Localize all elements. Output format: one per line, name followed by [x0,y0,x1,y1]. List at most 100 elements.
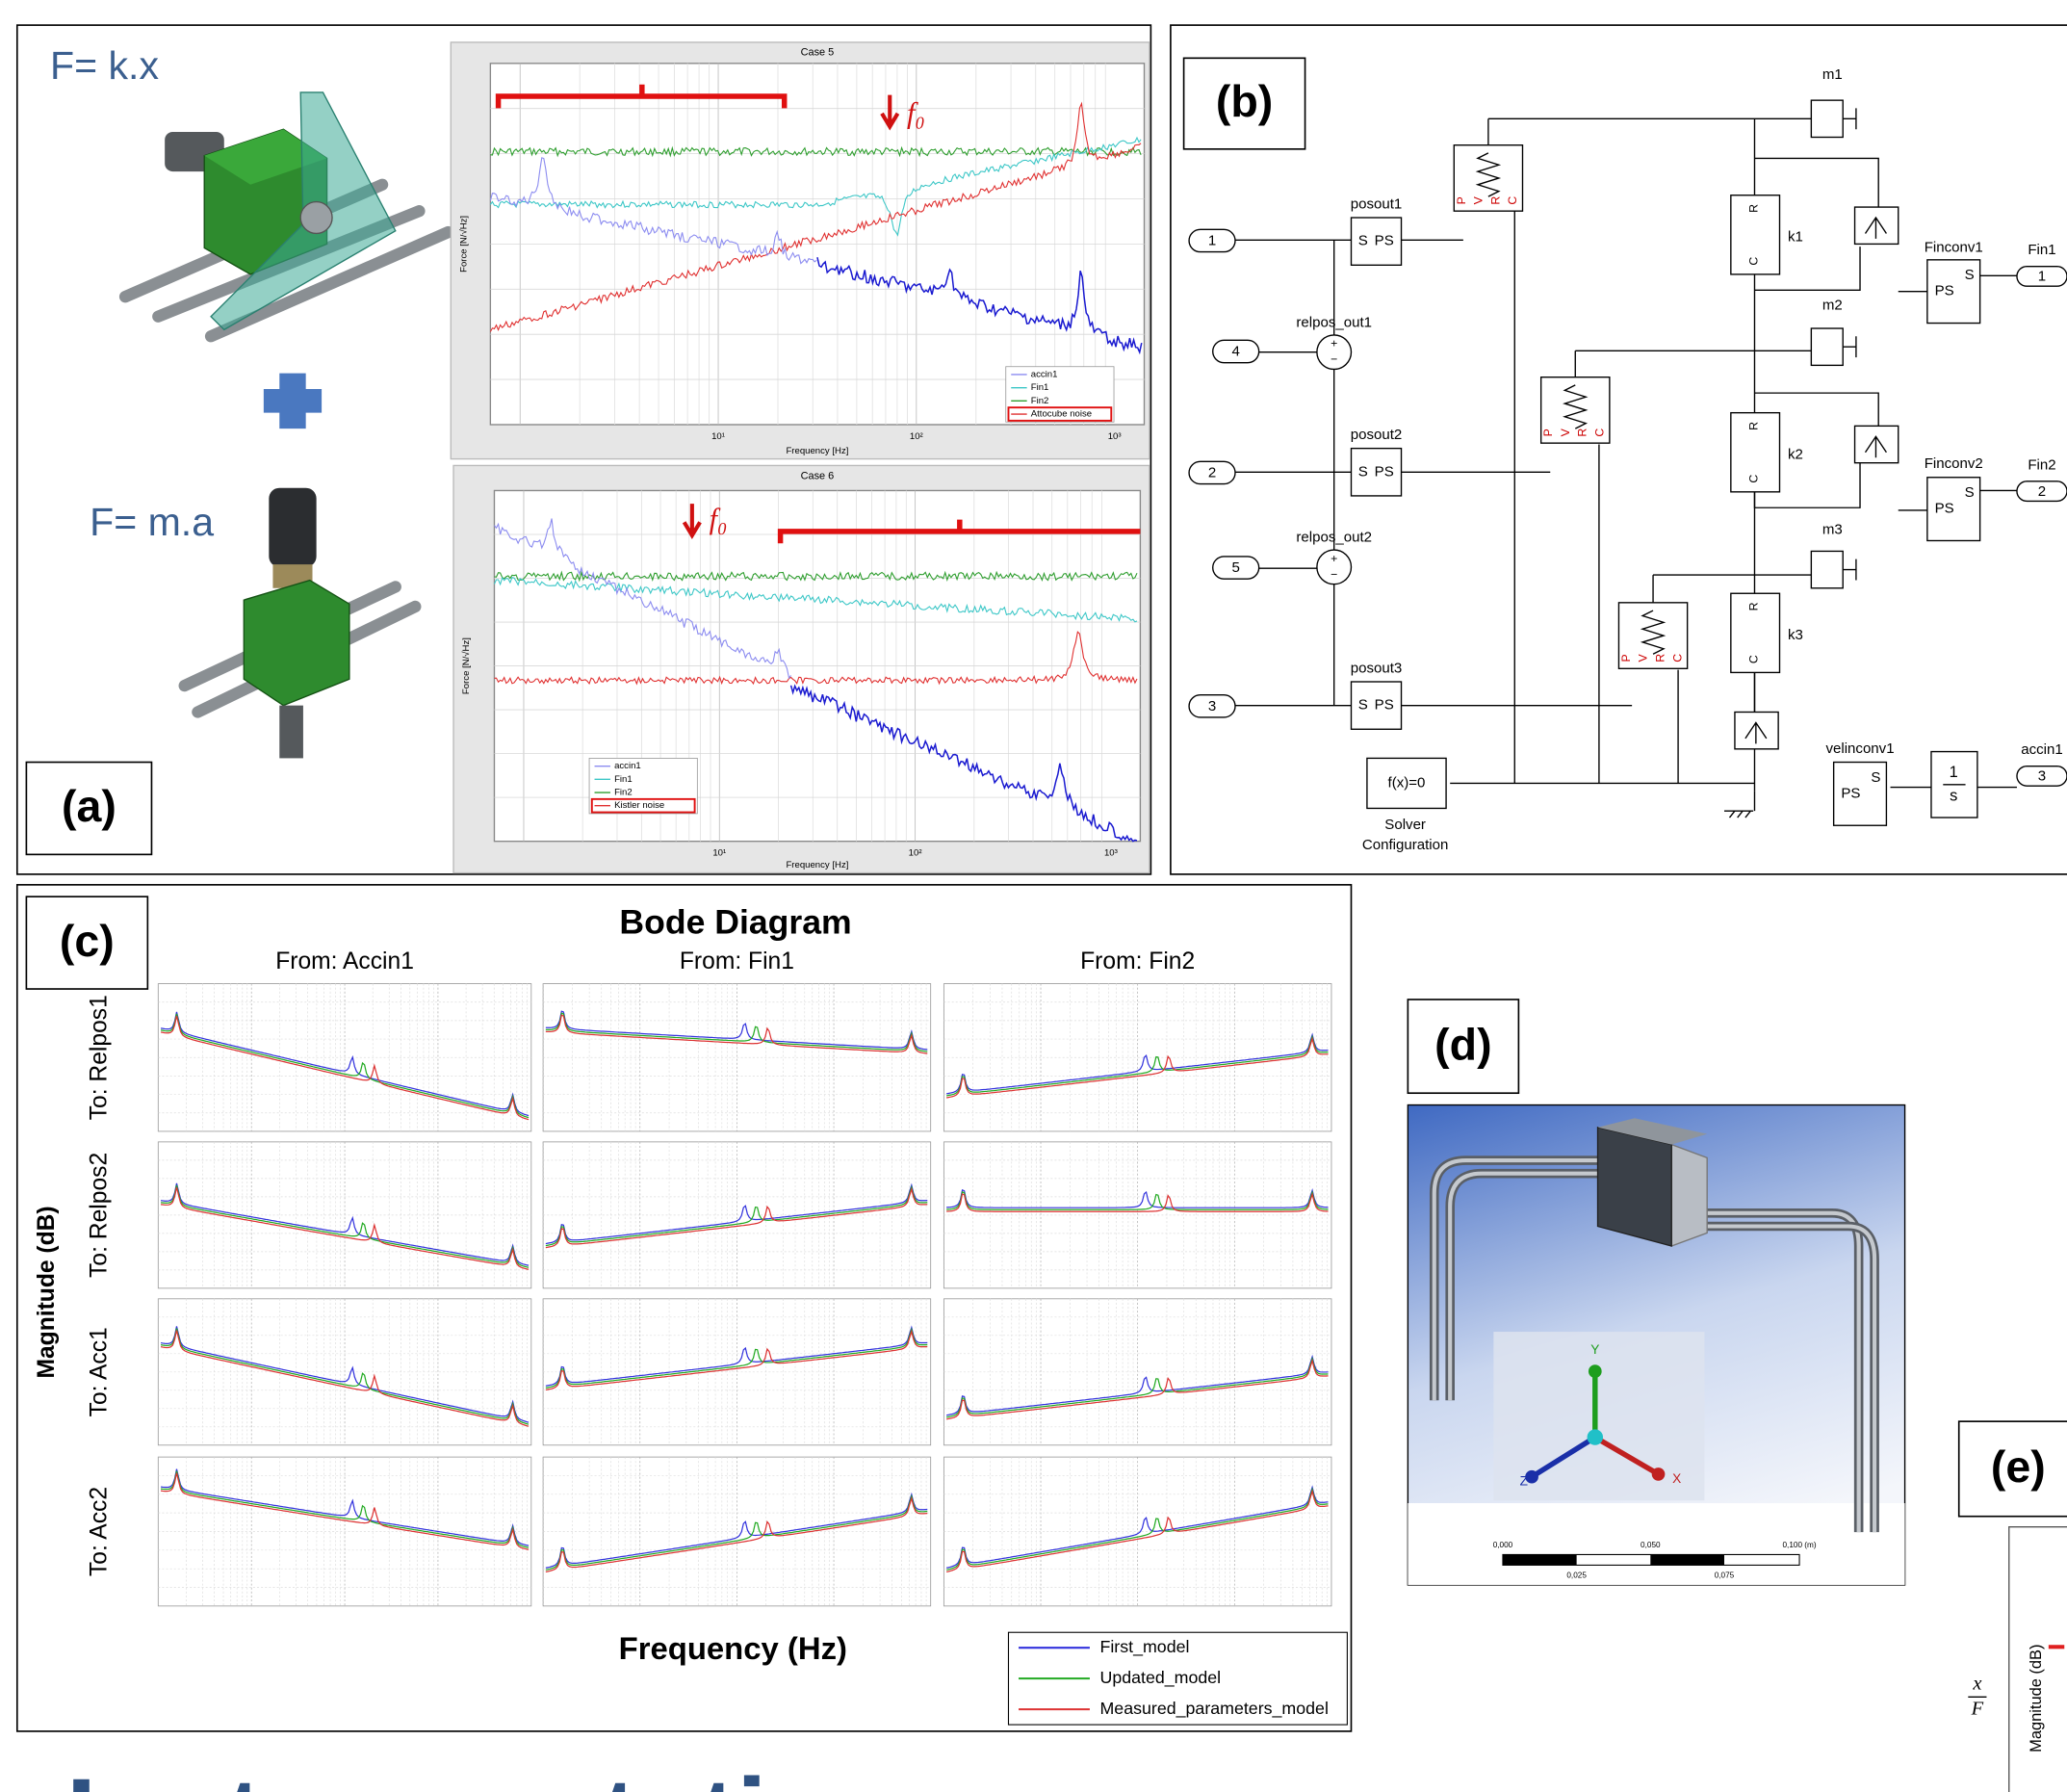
bode-curve [946,1190,1329,1210]
column-label: From: Accin1 [275,948,414,974]
bode-curve [160,1328,530,1425]
bode-curve [946,1032,1329,1095]
block [1730,411,1781,493]
box-side [1670,1143,1708,1248]
bode-cell [542,1141,932,1289]
label-box [25,896,149,990]
bode-cell [943,1141,1332,1289]
block [1832,761,1888,826]
block [1926,259,1981,325]
bode-curve [160,1011,530,1117]
block-label: m3 [1822,522,1843,538]
scale-label: 0,100 (m) [1782,1541,1816,1549]
footer-heading: Instrumentation [65,1756,902,1792]
block-label: S [1358,463,1368,480]
scale-label: 0,075 [1715,1571,1735,1580]
bode-cell [542,1298,932,1446]
x-tick-label: 10³ [1108,431,1122,442]
rod [204,225,454,343]
block-label: posout3 [1351,660,1403,676]
legend-label: Fin1 [614,774,633,785]
box-top [1597,1118,1708,1145]
block [1350,447,1403,497]
block-label: Finconv2 [1925,455,1983,472]
ground-symbol [1723,791,1756,818]
bode-curve [161,1184,530,1268]
bode-cell [157,983,532,1132]
trace [490,145,1142,158]
connection [1487,117,1879,792]
axis-tip [1651,1467,1666,1481]
screw [279,705,303,759]
x-axis-label: Frequency [Hz] [786,860,848,870]
legend-highlight [1007,406,1113,422]
legend-label: Fin2 [614,788,633,798]
trace [489,101,1142,332]
bode-curve [545,1010,928,1051]
block [1730,592,1781,674]
label-box [1407,999,1520,1095]
legend-box [1005,366,1115,423]
block-label: 2 [1208,465,1216,481]
marker-arrow [880,94,900,131]
plot-frame [2008,1526,2067,1792]
port-letter: R [1576,429,1589,437]
axis-tip [1525,1469,1538,1484]
bode-curve [545,1325,928,1387]
marker-arrow [682,504,702,539]
chart-title: Bode Diagram [619,902,851,941]
axis-name: Z [1520,1474,1528,1489]
block-label: k3 [1788,627,1803,643]
block-top [204,129,327,185]
trace [494,631,1138,686]
block-label: relpos_out1 [1296,315,1372,331]
bode-curve [160,1013,530,1119]
spectrum-plot: Case 5 Frequency [Hz] Force [N/√Hz] 10¹ 10² 1… [450,41,1150,460]
sum-block [1316,334,1353,371]
port [2016,765,2067,787]
bode-cell [157,1298,532,1446]
block-label: PS [1375,697,1394,714]
block-label: s [1950,787,1957,804]
block-label: f(x)=0 [1388,774,1426,791]
legend-highlight [590,797,696,814]
bode-curve [545,1327,928,1389]
legend-label: accin1 [1031,369,1058,379]
legend-label: Fin1 [1031,382,1049,393]
panel-frame [15,884,1353,1732]
fraction-num: x [1972,1674,1981,1695]
scale-label: 0,025 [1566,1571,1587,1580]
trace [816,257,1143,355]
panel-label: (a) [62,781,116,831]
bode-cell [542,1456,932,1607]
axis-name: Y [1590,1342,1599,1357]
label-box [25,761,153,856]
x-tick-label: 10¹ [712,848,726,859]
bode-cell [542,983,932,1132]
sum-block [1316,549,1353,585]
y-axis-label: Magnitude (dB) [2028,1645,2045,1753]
block-label: PS [1841,785,1860,801]
block [1539,377,1611,444]
source-symbol [1864,216,1887,239]
plus-sign [263,373,323,429]
trace [489,136,1142,237]
bode-curve [161,1182,530,1266]
port-letter: C [1670,654,1684,662]
bode-curve [946,1034,1329,1097]
bode-curve [160,1015,530,1121]
x-tick-label: 10² [909,848,922,859]
block-label: S [1965,484,1975,501]
block-label: Finconv1 [1925,239,1983,255]
block [1366,757,1447,810]
bode-curve [946,1358,1329,1420]
block [1810,550,1844,589]
block-label: k1 [1788,229,1803,246]
bode-curve [946,1192,1329,1212]
x-axis-label: Frequency (Hz) [619,1630,847,1666]
block-label: R [1747,204,1761,213]
axis-arrow [1593,1435,1660,1477]
